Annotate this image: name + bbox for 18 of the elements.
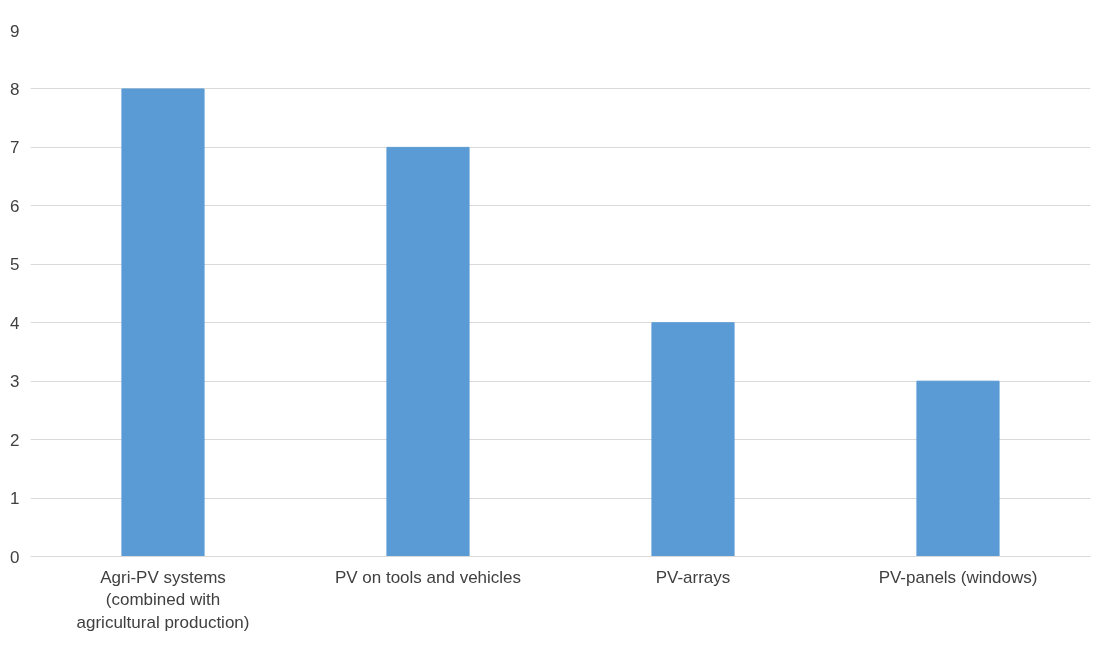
y-tick-label: 1: [10, 489, 20, 509]
y-tick-label: 8: [10, 79, 20, 99]
bar: [916, 380, 1000, 557]
y-tick-label: 9: [10, 21, 20, 41]
y-tick-label: 2: [10, 430, 20, 450]
y-tick-label: 5: [10, 255, 20, 275]
x-tick-label: Agri-PV systems (combined with agricultural production): [76, 567, 250, 633]
y-tick-label: 4: [10, 313, 20, 333]
y-tick-label: 3: [10, 372, 20, 392]
x-tick-label: PV on tools and vehicles: [334, 567, 522, 587]
bar: [121, 88, 205, 557]
x-tick-label: PV-panels (windows): [878, 567, 1038, 587]
y-tick-label: 0: [10, 547, 20, 567]
y-tick-label: 6: [10, 196, 20, 216]
x-tick-label: PV-arrays: [655, 567, 731, 587]
bar: [651, 322, 735, 557]
y-tick-label: 7: [10, 138, 20, 158]
bar: [386, 146, 470, 557]
